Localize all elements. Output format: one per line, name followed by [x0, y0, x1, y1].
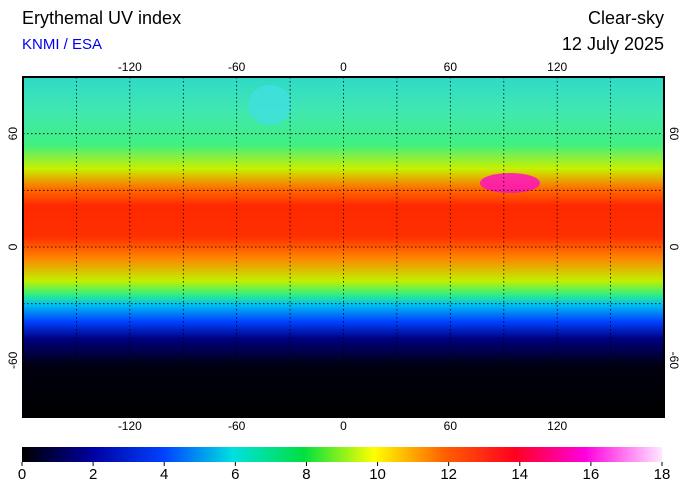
lat-tick-label: 60	[667, 127, 681, 141]
lon-tick-label: 60	[444, 419, 458, 433]
lon-tick-label: 0	[340, 60, 347, 74]
lat-tick-label: 60	[6, 127, 20, 141]
lat-tick-label: 0	[667, 244, 681, 251]
colorbar-tick-label: 6	[231, 466, 239, 483]
lon-tick-label: -120	[118, 419, 142, 433]
colorbar-tick-label: 12	[440, 466, 457, 483]
lon-tick-label: 60	[444, 60, 458, 74]
colorbar-tick-label: 10	[369, 466, 386, 483]
colorbar-tick-label: 2	[89, 466, 97, 483]
colorbar-tick-label: 0	[18, 466, 26, 483]
tibet-high-uv	[480, 173, 540, 193]
lon-tick-label: 120	[547, 60, 567, 74]
lon-tick-label: 0	[340, 419, 347, 433]
title: Erythemal UV index	[22, 8, 181, 28]
lon-tick-label: -120	[118, 60, 142, 74]
colorbar-tick-label: 14	[511, 466, 528, 483]
source: KNMI / ESA	[22, 36, 102, 53]
lat-tick-label: -60	[667, 352, 681, 370]
colorbar-tick-label: 8	[302, 466, 310, 483]
lon-tick-label: -60	[228, 419, 246, 433]
colorbar-tick-label: 16	[583, 466, 600, 483]
colorbar-tick-label: 4	[160, 466, 168, 483]
lat-tick-label: 0	[6, 243, 20, 250]
date: 12 July 2025	[562, 34, 664, 54]
greenland-area	[248, 85, 292, 125]
lon-tick-label: 120	[547, 419, 567, 433]
lon-tick-label: -60	[228, 60, 246, 74]
colorbar	[22, 447, 662, 462]
colorbar-tick-label: 18	[654, 466, 671, 483]
lat-tick-label: -60	[6, 351, 20, 369]
condition: Clear-sky	[588, 8, 664, 28]
